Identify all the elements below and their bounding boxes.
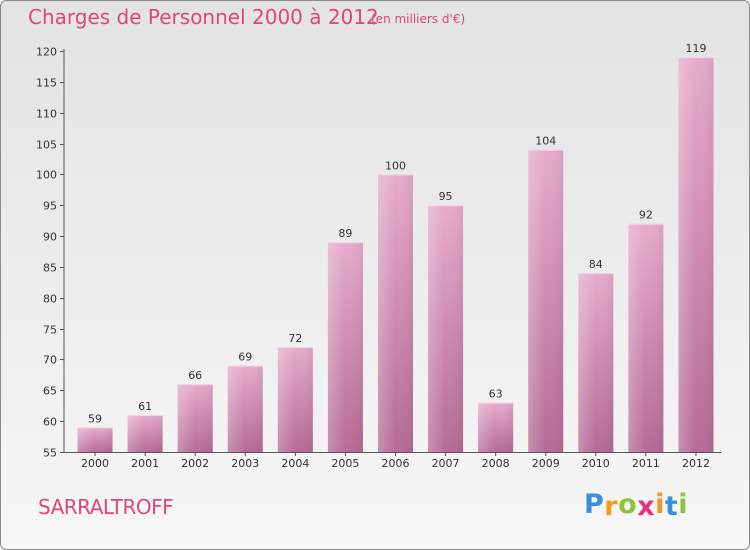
- bar-shade: [177, 384, 213, 452]
- x-tick-label: 2009: [532, 457, 560, 470]
- y-tick-label: 80: [43, 293, 57, 306]
- bar-value-label: 89: [338, 227, 352, 240]
- bar-value-label: 95: [439, 190, 453, 203]
- bar-shade: [478, 402, 514, 452]
- x-tick-label: 2006: [382, 457, 410, 470]
- y-tick-label: 60: [43, 416, 57, 429]
- proxiti-logo: Proxiti: [584, 489, 689, 522]
- bar-value-label: 104: [535, 135, 556, 148]
- logo-letter: x: [637, 491, 656, 522]
- chart-title: Charges de Personnel 2000 à 2012: [28, 5, 379, 29]
- x-tick-label: 2001: [131, 457, 159, 470]
- y-tick-label: 55: [43, 447, 57, 460]
- bar-shade: [378, 174, 413, 452]
- bar-shade: [678, 57, 714, 453]
- y-tick-label: 65: [43, 385, 57, 398]
- bar-shade: [578, 273, 614, 452]
- bars: [77, 57, 714, 453]
- bar-value-label: 72: [288, 332, 302, 345]
- x-tick-label: 2010: [582, 457, 610, 470]
- bar-shade: [428, 205, 464, 452]
- x-tick-label: 2002: [181, 457, 209, 470]
- logo-letter: P: [584, 489, 605, 520]
- logo-letter: i: [678, 489, 689, 520]
- y-tick-label: 70: [43, 354, 57, 367]
- bar-value-label: 59: [88, 412, 102, 425]
- bar-shade: [227, 365, 263, 452]
- logo-letter: o: [618, 489, 638, 520]
- x-tick-label: 2012: [682, 457, 710, 470]
- bar-value-label: 66: [188, 369, 202, 382]
- axes: 55 60 65 70 75 80 85 90 95 100 105 110 115 120: [36, 46, 721, 460]
- x-tick-label: 2000: [81, 457, 109, 470]
- y-tick-label: 120: [36, 46, 57, 59]
- bar-value-label: 119: [685, 42, 706, 55]
- x-tick-label: 2004: [281, 457, 309, 470]
- bar-shade: [528, 149, 564, 452]
- y-tick-label: 105: [36, 139, 57, 152]
- x-tick-label: 2003: [231, 457, 259, 470]
- bar-shade: [327, 242, 363, 452]
- bar-shade: [277, 347, 313, 452]
- bar-value-label: 84: [589, 258, 603, 271]
- x-tick-label: 2007: [432, 457, 460, 470]
- y-tick-label: 95: [43, 200, 57, 213]
- y-tick-label: 90: [43, 231, 57, 244]
- city-name: SARRALTROFF: [38, 495, 174, 519]
- bar-shade: [77, 427, 113, 452]
- logo-letter: i: [655, 489, 665, 520]
- y-tick-label: 100: [36, 169, 57, 182]
- x-tick-label: 2011: [632, 457, 660, 470]
- bar-value-label: 61: [138, 400, 152, 413]
- bar-value-label: 92: [639, 209, 653, 222]
- x-tick-label: 2005: [331, 457, 359, 470]
- x-tick-label: 2008: [482, 457, 510, 470]
- y-tick-label: 85: [43, 262, 57, 275]
- logo-letter: t: [664, 491, 679, 522]
- labels: 59 2000 61 2001 66 2002 69 2003 72 2004 89 2005 100 2…: [81, 42, 710, 470]
- bar-value-label: 63: [489, 388, 503, 401]
- chart-subtitle: (en milliers d'€): [371, 12, 466, 26]
- bar-value-label: 69: [238, 351, 252, 364]
- y-tick-label: 110: [36, 108, 57, 121]
- bar-shade: [628, 223, 664, 452]
- logo-letter: r: [604, 491, 619, 522]
- y-tick-label: 115: [36, 77, 57, 90]
- bar-shade: [127, 414, 163, 452]
- y-tick-label: 75: [43, 324, 57, 337]
- bar-value-label: 100: [385, 159, 406, 172]
